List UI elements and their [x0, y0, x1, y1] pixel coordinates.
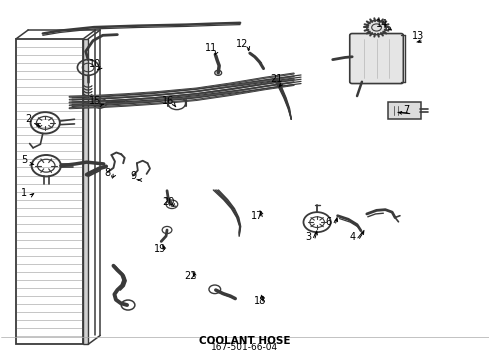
Text: 2: 2	[25, 114, 31, 124]
Text: 10: 10	[89, 59, 101, 69]
Text: 4: 4	[349, 232, 355, 242]
Circle shape	[367, 20, 386, 35]
Text: 18: 18	[253, 296, 266, 306]
Text: 21: 21	[270, 74, 283, 84]
Text: 11: 11	[205, 43, 217, 53]
Text: 19: 19	[153, 244, 166, 253]
Text: 13: 13	[412, 31, 424, 41]
Text: 14: 14	[376, 19, 389, 29]
Text: 15: 15	[89, 96, 101, 107]
Text: 6: 6	[326, 217, 332, 227]
Text: 8: 8	[104, 168, 111, 178]
Text: 16: 16	[162, 96, 174, 106]
Polygon shape	[83, 39, 88, 344]
FancyBboxPatch shape	[350, 33, 403, 84]
Text: COOLANT HOSE: COOLANT HOSE	[199, 336, 291, 346]
Text: 167-501-66-04: 167-501-66-04	[212, 343, 278, 352]
FancyBboxPatch shape	[388, 103, 421, 119]
Text: 5: 5	[22, 156, 28, 165]
Text: 9: 9	[130, 171, 136, 181]
Text: 1: 1	[21, 188, 27, 198]
Text: 17: 17	[251, 211, 263, 221]
Text: 12: 12	[236, 39, 249, 49]
Text: 22: 22	[184, 271, 196, 282]
Text: 7: 7	[404, 105, 410, 115]
Text: 20: 20	[162, 197, 174, 207]
Text: 3: 3	[305, 232, 312, 242]
